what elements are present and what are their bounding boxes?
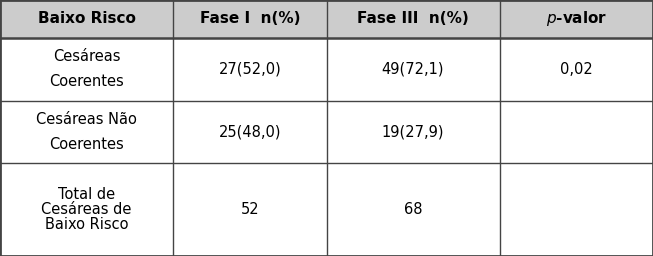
Text: Cesáreas: Cesáreas — [53, 49, 120, 64]
Text: $\mathit{p}$-valor: $\mathit{p}$-valor — [545, 9, 607, 28]
Text: 19(27,9): 19(27,9) — [382, 124, 444, 140]
Text: Cesáreas Não: Cesáreas Não — [36, 112, 137, 127]
Text: 49(72,1): 49(72,1) — [382, 62, 444, 77]
Text: Coerentes: Coerentes — [49, 137, 124, 152]
Text: Coerentes: Coerentes — [49, 74, 124, 89]
Text: Cesáreas de: Cesáreas de — [41, 202, 132, 217]
Text: 52: 52 — [240, 202, 259, 217]
Text: Fase I  n(%): Fase I n(%) — [200, 12, 300, 26]
Text: Fase III  n(%): Fase III n(%) — [357, 12, 469, 26]
Text: 27(52,0): 27(52,0) — [218, 62, 281, 77]
Text: 25(48,0): 25(48,0) — [219, 124, 281, 140]
Text: 68: 68 — [404, 202, 422, 217]
Text: Baixo Risco: Baixo Risco — [45, 217, 128, 232]
Bar — [0, 0, 653, 38]
Text: 0,02: 0,02 — [560, 62, 593, 77]
Text: Total de: Total de — [58, 187, 115, 202]
Text: Baixo Risco: Baixo Risco — [38, 12, 135, 26]
